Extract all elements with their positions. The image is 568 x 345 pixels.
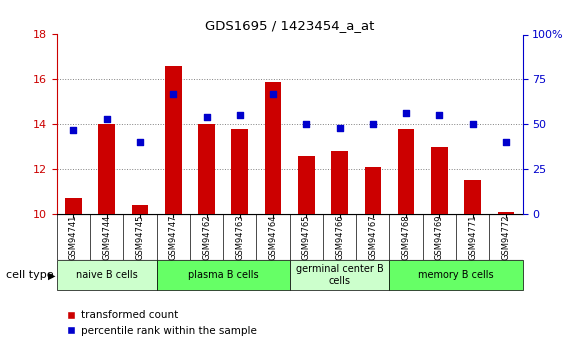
Point bbox=[368, 121, 377, 127]
Text: plasma B cells: plasma B cells bbox=[188, 270, 258, 280]
Text: GSM94765: GSM94765 bbox=[302, 215, 311, 260]
Bar bbox=[231, 129, 248, 214]
Point bbox=[135, 139, 144, 145]
Text: GSM94741: GSM94741 bbox=[69, 215, 78, 260]
Text: cell type: cell type bbox=[6, 270, 53, 280]
Bar bbox=[365, 167, 381, 214]
Bar bbox=[398, 129, 415, 214]
Bar bbox=[298, 156, 315, 214]
Text: GSM94764: GSM94764 bbox=[269, 215, 278, 260]
Text: GSM94747: GSM94747 bbox=[169, 215, 178, 260]
Bar bbox=[331, 151, 348, 214]
Bar bbox=[498, 212, 514, 214]
Text: memory B cells: memory B cells bbox=[418, 270, 494, 280]
Text: GSM94767: GSM94767 bbox=[369, 214, 377, 260]
Bar bbox=[431, 147, 448, 214]
Point bbox=[169, 91, 178, 97]
Text: naive B cells: naive B cells bbox=[76, 270, 137, 280]
Point bbox=[202, 114, 211, 120]
Text: GSM94745: GSM94745 bbox=[136, 215, 144, 260]
Point bbox=[402, 111, 411, 116]
Point bbox=[502, 139, 511, 145]
Bar bbox=[57, 260, 157, 290]
Text: GSM94771: GSM94771 bbox=[468, 215, 477, 260]
Point bbox=[235, 112, 244, 118]
Text: GSM94744: GSM94744 bbox=[102, 215, 111, 260]
Text: GSM94768: GSM94768 bbox=[402, 214, 411, 260]
Point bbox=[302, 121, 311, 127]
Point bbox=[468, 121, 477, 127]
Text: GSM94762: GSM94762 bbox=[202, 215, 211, 260]
Bar bbox=[65, 198, 82, 214]
Point bbox=[69, 127, 78, 132]
Point bbox=[102, 116, 111, 121]
Text: germinal center B
cells: germinal center B cells bbox=[296, 264, 383, 286]
Bar bbox=[265, 81, 281, 214]
Legend: transformed count, percentile rank within the sample: transformed count, percentile rank withi… bbox=[62, 306, 261, 340]
Title: GDS1695 / 1423454_a_at: GDS1695 / 1423454_a_at bbox=[205, 19, 374, 32]
Text: ▶: ▶ bbox=[48, 270, 56, 280]
Bar bbox=[290, 260, 390, 290]
Text: GSM94763: GSM94763 bbox=[235, 214, 244, 260]
Bar bbox=[157, 260, 290, 290]
Point bbox=[269, 91, 278, 97]
Text: GSM94772: GSM94772 bbox=[502, 215, 511, 260]
Point bbox=[335, 125, 344, 130]
Bar bbox=[390, 260, 523, 290]
Bar bbox=[98, 124, 115, 214]
Bar bbox=[198, 124, 215, 214]
Text: GSM94766: GSM94766 bbox=[335, 214, 344, 260]
Bar bbox=[165, 66, 182, 214]
Point bbox=[435, 112, 444, 118]
Bar bbox=[132, 205, 148, 214]
Text: GSM94769: GSM94769 bbox=[435, 215, 444, 260]
Bar bbox=[464, 180, 481, 214]
